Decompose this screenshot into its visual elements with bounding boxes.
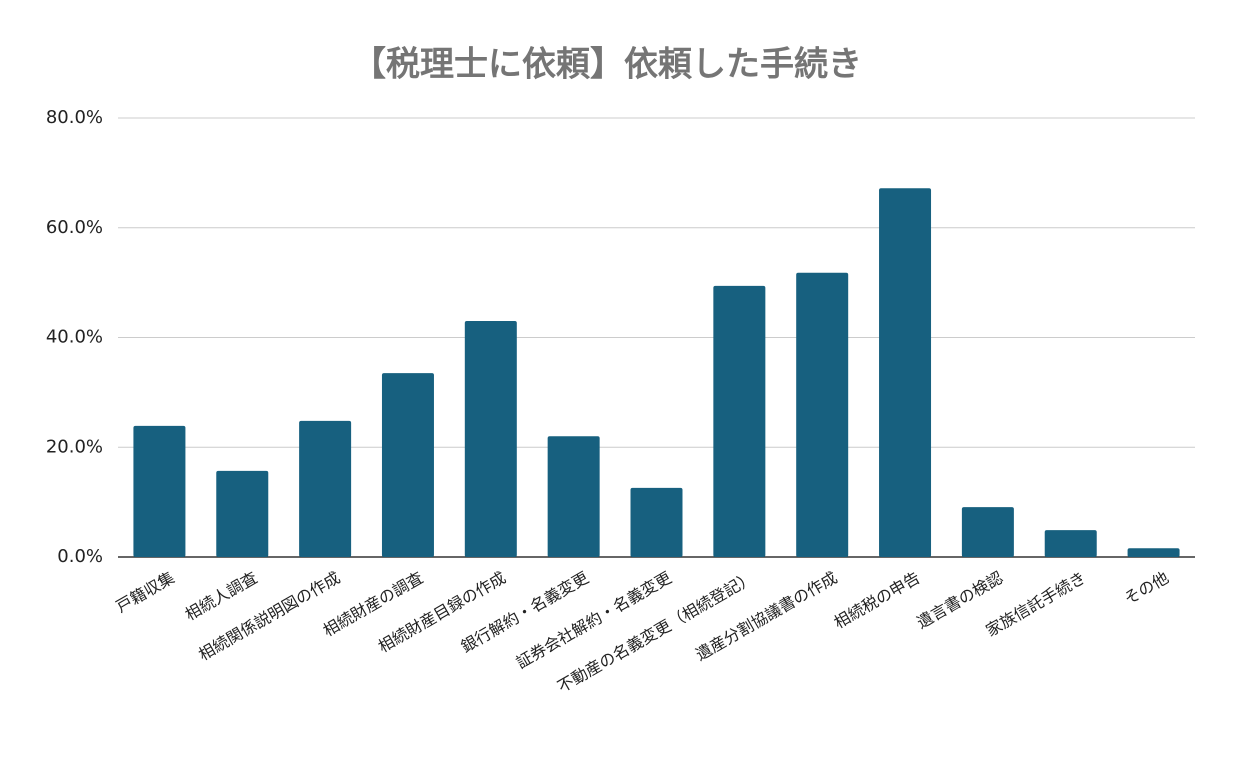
x-tick-label: 相続人調査 [182,568,261,624]
y-tick-label: 40.0% [46,327,103,348]
x-tick-label: 相続関係説明図の作成 [195,568,343,664]
y-tick-label: 80.0% [46,107,103,128]
bar [1044,530,1097,557]
bar [961,507,1014,557]
bar [630,487,683,557]
y-tick-label: 60.0% [46,217,103,238]
bar [133,425,186,557]
x-tick-label: 戸籍収集 [113,568,178,616]
bar [1127,548,1180,557]
bar [216,470,269,557]
x-tick-label: その他 [1121,568,1172,608]
bar [796,272,849,557]
bar [299,420,352,557]
bar [879,188,932,558]
y-tick-label: 20.0% [46,436,103,457]
bar [713,285,766,557]
y-tick-label: 0.0% [57,546,103,567]
bar [381,373,434,557]
bar [547,436,600,557]
x-tick-label: 遺産分割協議書の作成 [692,568,840,664]
x-tick-label: 相続税の申告 [831,568,924,632]
bar [464,321,517,557]
chart-title: 【税理士に依頼】依頼した手続き [352,45,862,85]
